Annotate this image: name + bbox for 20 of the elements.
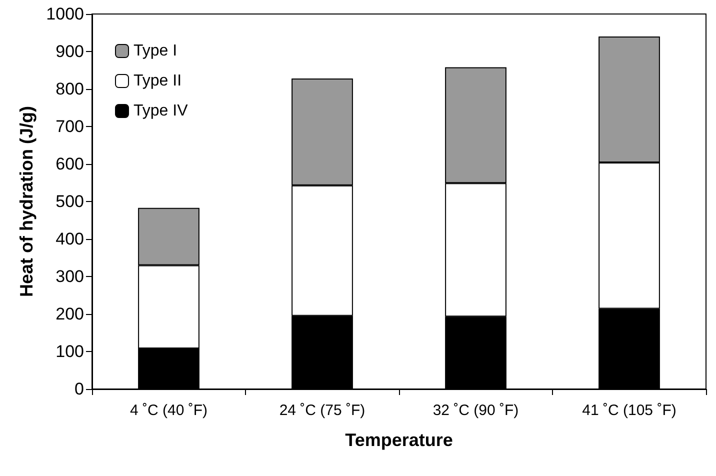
y-tick-label: 700	[56, 117, 84, 136]
y-tick-label: 600	[56, 154, 84, 174]
legend-label: Type II	[134, 72, 182, 90]
y-axis-title: Heat of hydration (J/g)	[16, 106, 36, 298]
legend-label: Type IV	[134, 102, 188, 120]
x-tick-label: 41 ˚C (105 ˚F)	[582, 402, 676, 419]
y-tick-label: 100	[56, 342, 84, 361]
y-tick-label: 900	[56, 42, 84, 61]
y-tick-label: 200	[56, 304, 84, 324]
legend-label: Type I	[134, 42, 178, 60]
y-tick-label: 400	[56, 230, 84, 248]
x-tick-label: 24 ˚C (75 ˚F)	[279, 402, 366, 419]
y-tick-label: 1000	[46, 4, 84, 24]
x-tick-label: 4 ˚C (40 ˚F)	[130, 402, 208, 419]
y-tick-label: 500	[56, 192, 84, 211]
y-tick-label: 0	[74, 380, 84, 398]
y-tick-label: 300	[56, 267, 84, 286]
x-axis-title: Temperature	[345, 430, 453, 450]
y-tick-label: 800	[56, 80, 84, 98]
x-tick-label: 32 ˚C (90 ˚F)	[432, 402, 519, 419]
